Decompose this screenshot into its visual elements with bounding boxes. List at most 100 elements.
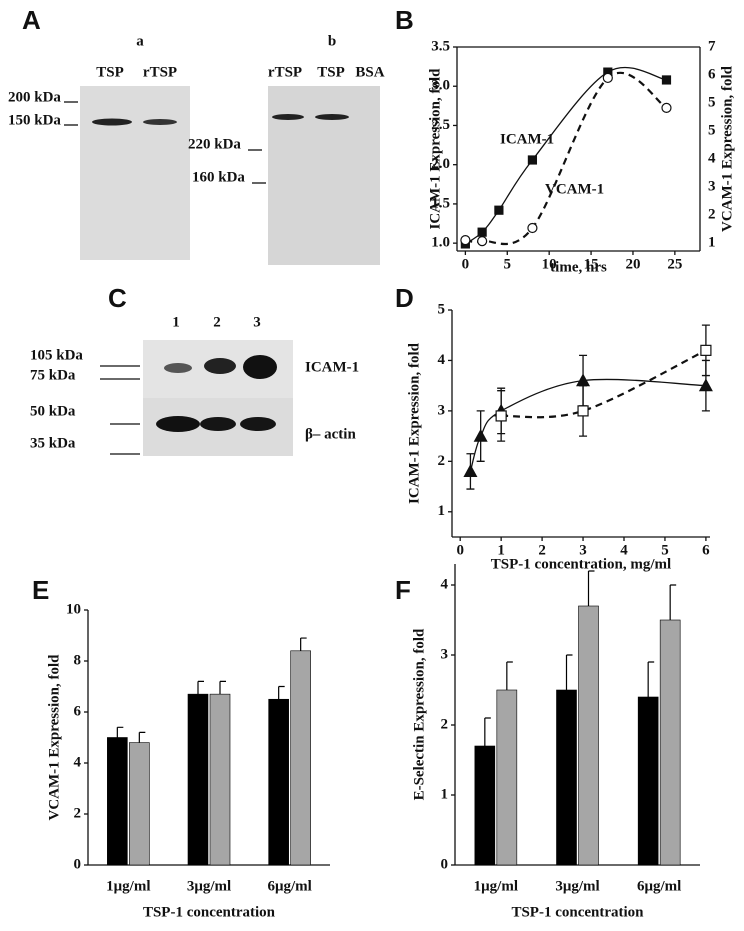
y2-tick-label: 5 <box>708 122 716 138</box>
marker <box>700 344 712 356</box>
marker-label: 200 kDa <box>8 89 61 105</box>
x-tick-label: 1 <box>497 542 505 558</box>
x-tick-label: 6μg/ml <box>637 878 681 894</box>
panel-label: A <box>22 5 41 35</box>
y-tick-label: 3.5 <box>431 38 450 54</box>
bar <box>187 693 209 866</box>
marker <box>527 155 538 165</box>
y2-tick-label: 4 <box>708 150 716 166</box>
series-label: VCAM-1 <box>545 181 604 197</box>
blot <box>268 86 380 265</box>
y2-tick-label: 6 <box>708 66 716 82</box>
blot <box>80 86 190 260</box>
x-tick-label: 1μg/ml <box>106 878 150 894</box>
panel-label: B <box>395 5 414 35</box>
x-tick-label: 3μg/ml <box>555 878 599 894</box>
marker-label: 105 kDa <box>30 347 83 363</box>
y-axis-label: ICAM-1 Expression, fold <box>427 68 443 230</box>
bar <box>290 650 311 866</box>
marker <box>477 236 488 247</box>
lane-label: rTSP <box>268 64 302 80</box>
lane-label: 1 <box>172 314 180 330</box>
x-tick-label: 3μg/ml <box>187 878 231 894</box>
y-tick-label: 8 <box>74 652 82 668</box>
x-tick-label: 20 <box>625 256 640 272</box>
band <box>315 114 349 120</box>
y2-tick-label: 3 <box>708 179 716 195</box>
band-label: ICAM-1 <box>305 359 359 375</box>
y-tick-label: 1 <box>441 786 449 802</box>
sublabel: b <box>328 33 336 49</box>
panel-label: E <box>32 575 49 605</box>
sublabel: a <box>136 33 144 49</box>
x-tick-label: 15 <box>584 256 599 272</box>
x-tick-label: 25 <box>667 256 682 272</box>
band <box>243 355 277 379</box>
lane-label: TSP <box>96 64 124 80</box>
error-bar <box>506 661 513 690</box>
marker-label: 220 kDa <box>188 136 241 152</box>
error-bar <box>484 717 491 746</box>
y2-tick-label: 1 <box>708 235 716 251</box>
y-axis-label: VCAM-1 Expression, fold <box>46 654 62 821</box>
x-tick-label: 5 <box>504 256 512 272</box>
band <box>92 118 132 126</box>
x-axis-label: TSP-1 concentration, mg/ml <box>491 556 671 572</box>
error-bar <box>116 726 124 738</box>
series-line <box>469 378 706 472</box>
x-axis-label: TSP-1 concentration <box>511 904 644 920</box>
marker <box>661 102 672 113</box>
marker <box>661 75 672 85</box>
marker-label: 160 kDa <box>192 169 245 185</box>
y2-tick-label: 5 <box>708 94 716 110</box>
bar <box>129 742 150 866</box>
marker <box>577 405 589 417</box>
marker <box>495 410 507 422</box>
lane-label: rTSP <box>143 64 177 80</box>
y-tick-label: 2 <box>438 453 446 469</box>
error-bar <box>669 584 677 620</box>
y-tick-label: 2 <box>441 716 449 732</box>
error-bar <box>219 680 226 695</box>
y-axis-label: ICAM-1 Expression, fold <box>406 342 422 504</box>
marker <box>463 464 478 478</box>
bar <box>209 693 231 866</box>
x-tick-label: 2 <box>538 542 546 558</box>
bar <box>659 619 681 866</box>
panel-label: C <box>108 283 127 313</box>
bar <box>474 745 496 866</box>
y-tick-label: 2.5 <box>431 117 450 133</box>
bar <box>637 696 659 866</box>
y-tick-label: 5 <box>438 301 446 317</box>
bar <box>556 689 577 866</box>
y2-tick-label: 7 <box>708 38 716 54</box>
error-bar <box>587 570 595 606</box>
band <box>200 417 236 431</box>
series-line <box>465 66 667 245</box>
x-axis-label: time, hrs <box>550 259 607 275</box>
y-axis-label: E-Selectin Expression, fold <box>411 628 427 800</box>
marker-label: 35 kDa <box>30 435 76 451</box>
marker <box>602 72 613 84</box>
x-tick-label: 10 <box>542 256 557 272</box>
y-tick-label: 4 <box>438 352 446 368</box>
y-tick-label: 4 <box>74 754 82 770</box>
y-tick-label: 1 <box>438 503 446 519</box>
bar <box>268 698 289 866</box>
series-line <box>465 71 668 246</box>
band <box>204 358 236 374</box>
panel-label: D <box>395 283 414 313</box>
marker <box>527 222 538 234</box>
band <box>164 363 192 373</box>
x-tick-label: 3 <box>579 542 587 558</box>
series-label: ICAM-1 <box>500 131 554 147</box>
y-tick-label: 6 <box>74 703 82 719</box>
lane-label: 2 <box>213 314 221 330</box>
x-tick-label: 5 <box>661 542 669 558</box>
error-bar <box>138 731 146 743</box>
marker <box>698 378 713 392</box>
bar <box>107 737 128 866</box>
band <box>156 416 200 432</box>
y-tick-label: 0 <box>74 856 82 872</box>
